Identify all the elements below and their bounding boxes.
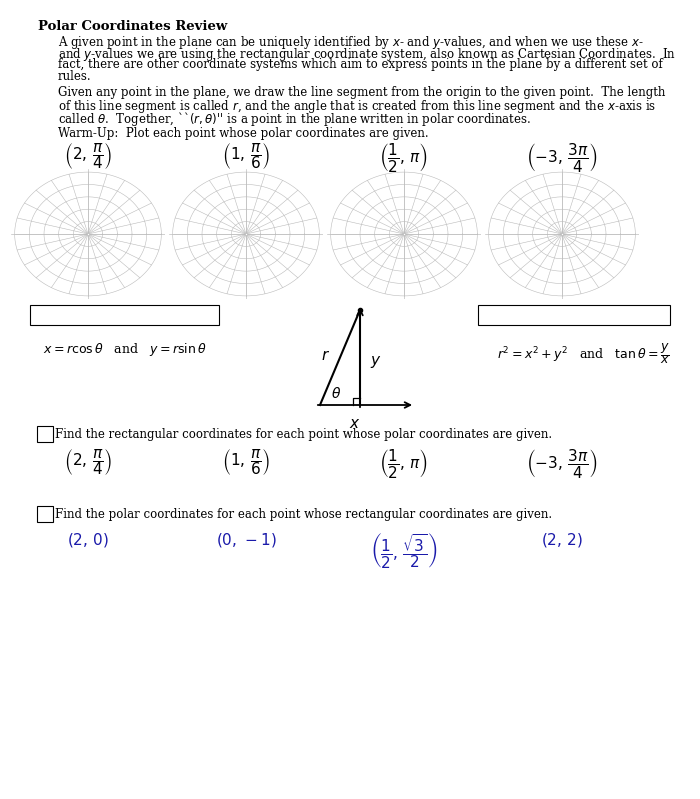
Text: $\left(-3,\,\dfrac{3\pi}{4}\right)$: $\left(-3,\,\dfrac{3\pi}{4}\right)$ bbox=[526, 141, 598, 174]
Text: $(0,\,-1)$: $(0,\,-1)$ bbox=[216, 531, 276, 549]
Text: Converting Polar to Cartesian: Converting Polar to Cartesian bbox=[36, 308, 214, 321]
Text: Given any point in the plane, we draw the line segment from the origin to the gi: Given any point in the plane, we draw th… bbox=[58, 86, 666, 99]
Text: $\left(-3,\,\dfrac{3\pi}{4}\right)$: $\left(-3,\,\dfrac{3\pi}{4}\right)$ bbox=[526, 447, 598, 480]
FancyBboxPatch shape bbox=[478, 305, 670, 325]
Text: $x$: $x$ bbox=[349, 417, 360, 431]
Text: of this line segment is called $r$, and the angle that is created from this line: of this line segment is called $r$, and … bbox=[58, 98, 657, 115]
Bar bbox=[244, 233, 248, 235]
Text: Find the polar coordinates for each point whose rectangular coordinates are give: Find the polar coordinates for each poin… bbox=[55, 508, 552, 521]
Bar bbox=[87, 233, 90, 235]
Text: $x = r\cos\theta$   and   $y = r\sin\theta$: $x = r\cos\theta$ and $y = r\sin\theta$ bbox=[43, 341, 206, 358]
FancyBboxPatch shape bbox=[37, 426, 53, 442]
Text: 4: 4 bbox=[41, 427, 49, 440]
Text: $\left(\dfrac{1}{2},\,\dfrac{\sqrt{3}}{2}\right)$: $\left(\dfrac{1}{2},\,\dfrac{\sqrt{3}}{2… bbox=[370, 531, 438, 570]
Text: $(2,\,2)$: $(2,\,2)$ bbox=[541, 531, 583, 549]
Text: A given point in the plane can be uniquely identified by $x$- and $y$-values, an: A given point in the plane can be unique… bbox=[58, 34, 644, 51]
Text: $\theta$: $\theta$ bbox=[331, 385, 341, 400]
Text: $r^2 = x^2 + y^2$   and   $\tan\theta = \dfrac{y}{x}$: $r^2 = x^2 + y^2$ and $\tan\theta = \dfr… bbox=[497, 341, 670, 366]
Text: $\left(\dfrac{1}{2},\,\pi\right)$: $\left(\dfrac{1}{2},\,\pi\right)$ bbox=[379, 141, 428, 174]
Text: $\left(1,\,\dfrac{\pi}{6}\right)$: $\left(1,\,\dfrac{\pi}{6}\right)$ bbox=[222, 141, 270, 171]
Text: and $y$-values we are using the rectangular coordinate system, also known as Car: and $y$-values we are using the rectangu… bbox=[58, 46, 676, 63]
Text: Warm-Up:  Plot each point whose polar coordinates are given.: Warm-Up: Plot each point whose polar coo… bbox=[58, 127, 428, 140]
Text: fact, there are other coordinate systems which aim to express points in the plan: fact, there are other coordinate systems… bbox=[58, 58, 663, 71]
Text: $\left(2,\,\dfrac{\pi}{4}\right)$: $\left(2,\,\dfrac{\pi}{4}\right)$ bbox=[64, 141, 112, 171]
Text: 5: 5 bbox=[41, 507, 49, 520]
Text: $\left(2,\,\dfrac{\pi}{4}\right)$: $\left(2,\,\dfrac{\pi}{4}\right)$ bbox=[64, 447, 112, 477]
Text: $\left(\dfrac{1}{2},\,\pi\right)$: $\left(\dfrac{1}{2},\,\pi\right)$ bbox=[379, 447, 428, 480]
FancyBboxPatch shape bbox=[30, 305, 219, 325]
Text: Converting Cartesian to Polar: Converting Cartesian to Polar bbox=[485, 308, 663, 321]
Text: rules.: rules. bbox=[58, 70, 92, 83]
Text: $r$: $r$ bbox=[321, 348, 330, 363]
FancyBboxPatch shape bbox=[37, 506, 53, 522]
Text: $(2,\,0)$: $(2,\,0)$ bbox=[67, 531, 109, 549]
Text: $y$: $y$ bbox=[370, 355, 382, 371]
Text: Polar Coordinates Review: Polar Coordinates Review bbox=[38, 20, 228, 33]
Bar bbox=[561, 233, 564, 235]
Text: called $\theta$.  Together, ``$(r, \theta)$'' is a point in the plane written in: called $\theta$. Together, ``$(r, \theta… bbox=[58, 110, 531, 128]
Text: $\left(1,\,\dfrac{\pi}{6}\right)$: $\left(1,\,\dfrac{\pi}{6}\right)$ bbox=[222, 447, 270, 477]
Text: Find the rectangular coordinates for each point whose polar coordinates are give: Find the rectangular coordinates for eac… bbox=[55, 428, 552, 441]
Bar bbox=[402, 233, 405, 235]
